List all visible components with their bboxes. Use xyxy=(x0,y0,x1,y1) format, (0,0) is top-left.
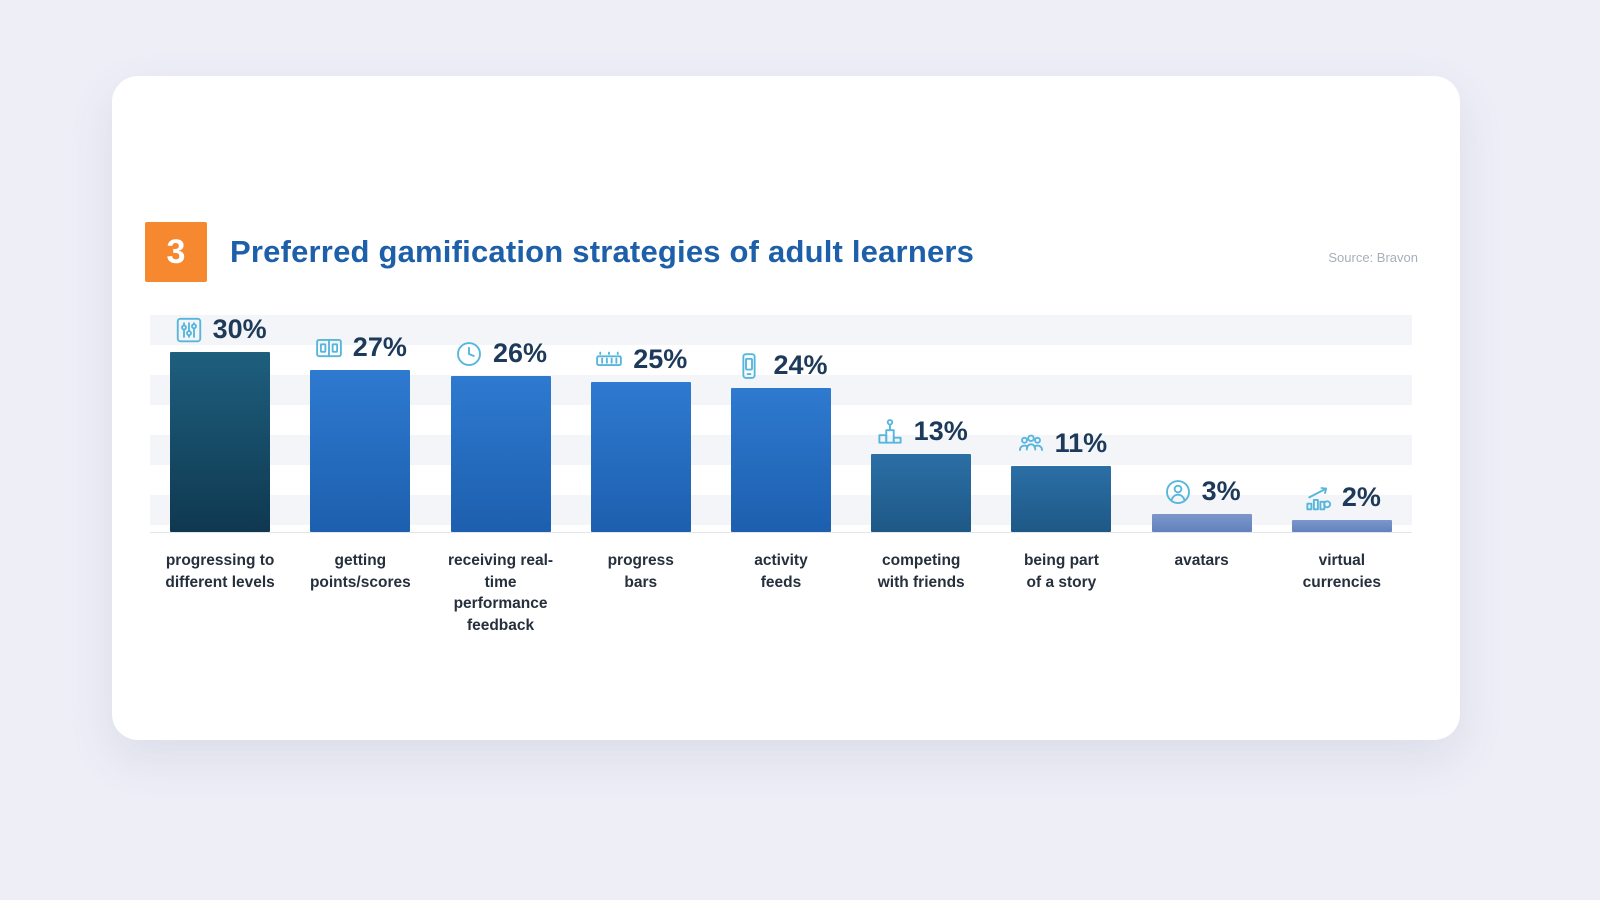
bar-column: 13% xyxy=(851,416,991,532)
category-label: progressing to different levels xyxy=(165,552,275,591)
category-label: getting points/scores xyxy=(309,552,411,591)
bar-column: 30% xyxy=(150,314,290,532)
category-label: avatars xyxy=(1174,552,1229,569)
friends-icon xyxy=(1016,429,1046,459)
levels-icon xyxy=(174,315,204,345)
chart-plot-area: 30% 27% 26% 25% 24% 13% 11% 3% 2% xyxy=(150,300,1412,533)
bar-value-row: 27% xyxy=(314,332,407,363)
bar-column: 3% xyxy=(1132,476,1272,532)
bar-value-label: 13% xyxy=(913,416,968,446)
category-label: virtual currencies xyxy=(1302,552,1382,591)
bar-activity-feeds xyxy=(730,388,831,532)
podium-icon xyxy=(875,417,905,447)
bar-value-row: 30% xyxy=(174,314,267,345)
bar-value-row: 3% xyxy=(1163,476,1241,507)
category-label: activity feeds xyxy=(754,552,808,591)
category-label: progress bars xyxy=(607,552,674,591)
scoreboard-icon xyxy=(314,333,344,363)
activity-feed-icon xyxy=(734,351,764,381)
category-label: receiving real-time performance feedback xyxy=(447,552,554,635)
bar-value-row: 26% xyxy=(454,338,547,369)
avatar-icon xyxy=(1163,477,1193,507)
bar-value-label: 2% xyxy=(1341,482,1381,512)
bar-value-row: 24% xyxy=(734,350,828,381)
bar-progressing-to-different-levels xyxy=(170,352,271,532)
category-labels-row: progressing to different levels getting p… xyxy=(150,550,1412,637)
bar-value-label: 27% xyxy=(352,332,407,362)
bar-column: 24% xyxy=(711,350,851,532)
source-label: Source: Bravon xyxy=(1328,250,1418,265)
bar-progress-bars xyxy=(590,382,691,532)
bar-avatars xyxy=(1151,514,1252,532)
bar-column: 11% xyxy=(991,428,1131,532)
bar-value-label: 26% xyxy=(493,338,548,368)
bar-value-label: 11% xyxy=(1054,428,1108,458)
progress-bar-icon xyxy=(594,345,624,375)
bar-value-label: 25% xyxy=(633,344,688,374)
bar-competing-with-friends xyxy=(871,454,972,532)
bar-column: 25% xyxy=(571,344,711,532)
bar-getting-points-scores xyxy=(310,370,411,532)
bar-value-label: 30% xyxy=(212,314,267,344)
bar-value-row: 25% xyxy=(594,344,687,375)
category-label: being part of a story xyxy=(1023,552,1099,591)
bar-value-row: 2% xyxy=(1303,482,1381,513)
chart-title: Preferred gamification strategies of adu… xyxy=(230,234,975,269)
bar-being-part-of-a-story xyxy=(1011,466,1112,532)
bar-value-row: 13% xyxy=(875,416,968,447)
virtual-currency-icon xyxy=(1303,483,1333,513)
bar-receiving-real-time-performance-feedback xyxy=(450,376,551,532)
bar-value-label: 3% xyxy=(1201,476,1241,506)
bar-virtual-currencies xyxy=(1291,520,1392,532)
section-number-badge: 3 xyxy=(145,222,207,282)
clock-icon xyxy=(454,339,484,369)
bar-value-row: 11% xyxy=(1016,428,1108,459)
category-label: competing with friends xyxy=(877,552,965,591)
bar-value-label: 24% xyxy=(773,350,828,380)
bar-column: 26% xyxy=(430,338,570,532)
bar-column: 27% xyxy=(290,332,430,532)
bar-column: 2% xyxy=(1272,482,1412,532)
chart-card: 3 Preferred gamification strategies of a… xyxy=(112,76,1460,740)
